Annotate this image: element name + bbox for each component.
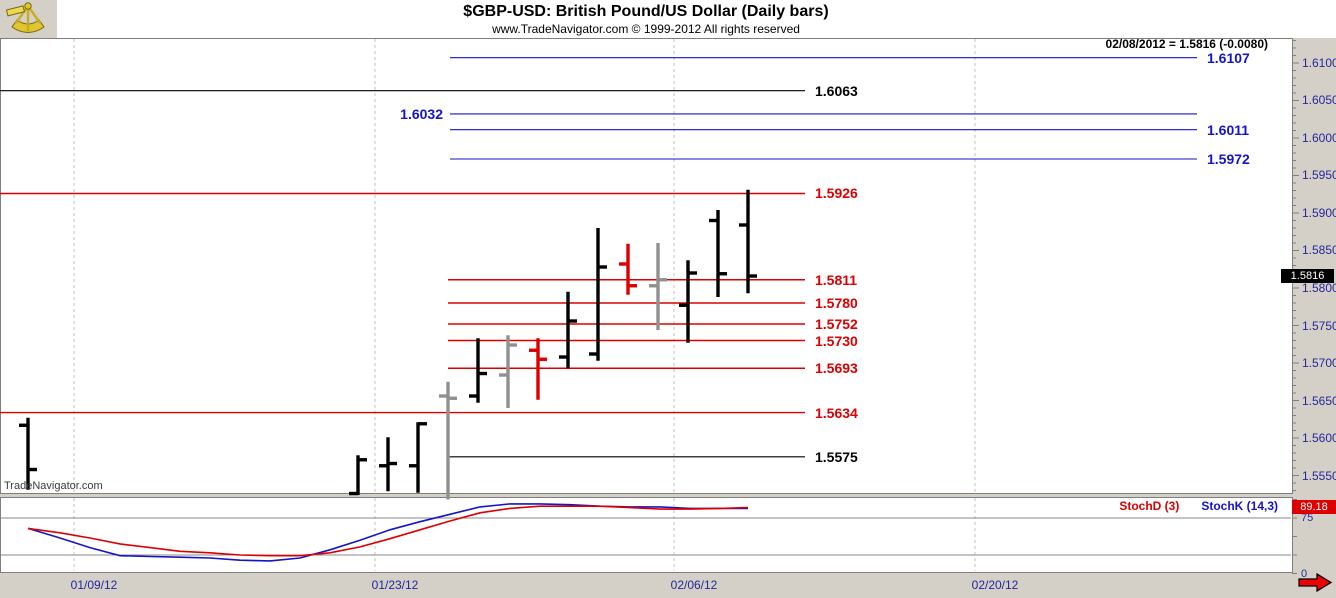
level-label: 1.5811 [815,271,858,288]
price-axis-label: 1.6000 [1302,130,1336,145]
stoch-axis-label: 0 [1301,567,1308,580]
stoch-legend: StochD (3) StochK (14,3) [992,499,1278,513]
right-arrow-icon [1298,572,1333,593]
date-axis-label: 01/09/12 [70,578,118,592]
price-axis-label: 1.5950 [1302,168,1336,183]
date-axis-label: 02/06/12 [670,578,718,592]
price-axis-label: 1.5600 [1302,431,1336,446]
level-label: 1.5693 [815,360,858,377]
last-price-badge: 1.5816 [1281,269,1334,283]
app-logo [0,0,57,38]
level-label: 1.5972 [1207,150,1250,167]
level-label: 1.5634 [815,404,858,421]
stochk-label: StochK (14,3) [1201,499,1278,513]
level-label: 1.5730 [815,332,858,349]
level-label: 1.6107 [1207,49,1250,66]
level-label: 1.6063 [815,82,858,99]
level-label: 1.5780 [815,295,858,311]
level-label: 1.6011 [1207,121,1250,138]
date-axis-label: 02/20/12 [971,578,1019,592]
level-label: 1.5752 [815,316,858,332]
price-axis-label: 1.5800 [1302,281,1336,295]
price-axis-label: 1.5850 [1302,243,1336,258]
chart-subtitle: www.TradeNavigator.com © 1999-2012 All r… [492,22,800,36]
price-axis-label: 1.5750 [1302,318,1336,333]
quote-info: 02/08/2012 = 1.5816 (-0.0080) [1105,37,1268,51]
stochd-line [27,505,749,557]
date-axis-label: 01/23/12 [371,578,419,592]
price-axis-label: 1.5700 [1302,356,1336,370]
chart-header: $GBP-USD: British Pound/US Dollar (Daily… [0,0,1336,38]
stochd-label: StochD (3) [1119,499,1180,513]
level-label: 1.5575 [815,448,858,465]
sextant-logo-icon [5,2,45,33]
watermark: TradeNavigator.com [4,480,103,492]
price-axis-label: 1.5550 [1302,468,1336,483]
scroll-right-button[interactable] [1298,572,1333,593]
price-axis-label: 1.5650 [1302,393,1336,408]
price-axis-label: 1.6050 [1302,93,1336,108]
price-axis-label: 1.5900 [1302,205,1336,220]
stoch-axis-label: 75 [1301,512,1314,524]
stochastic-panel [0,497,1293,573]
level-label: 1.6032 [400,105,443,122]
chart-title: $GBP-USD: British Pound/US Dollar (Daily… [463,3,829,20]
stoch-value-badge: 89.18 [1292,500,1336,514]
level-label: 1.5926 [815,185,858,202]
price-axis-label: 1.6100 [1302,55,1336,70]
